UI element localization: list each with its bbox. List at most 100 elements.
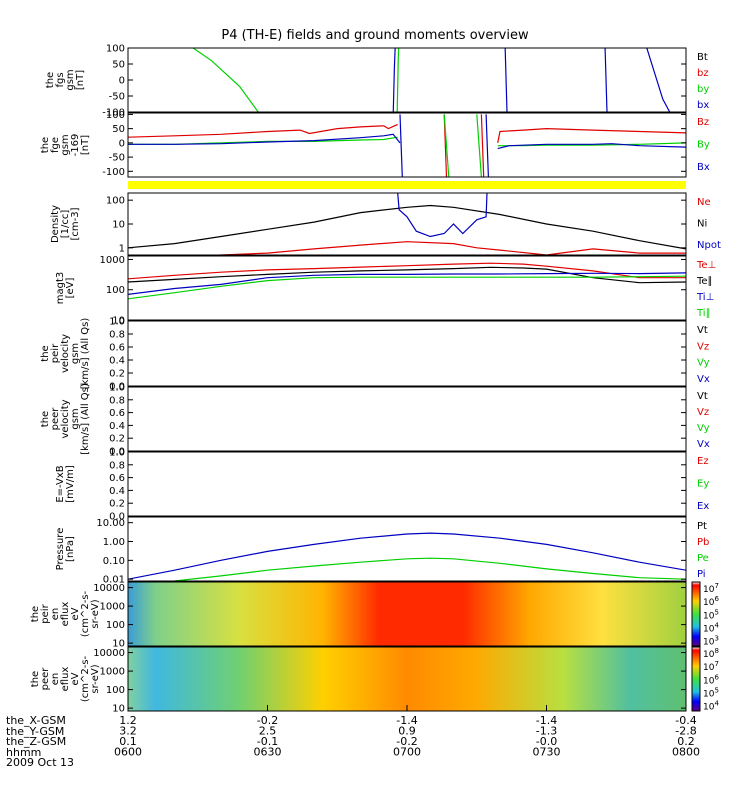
legend-label: Vx <box>697 439 710 450</box>
y-axis-label: [cm-3] <box>70 207 81 240</box>
legend-label: Bz <box>697 117 709 128</box>
y-tick-label: 50 <box>112 60 125 71</box>
y-tick-label: 10000 <box>93 583 125 594</box>
y-axis-label: sr-eV) <box>90 599 101 628</box>
y-tick-label: 0.6 <box>109 473 125 484</box>
xaxis-row-label: the_Y-GSM <box>6 724 65 738</box>
y-axis-label: (cm^2-s- <box>80 655 91 702</box>
y-tick-label: 0.0 <box>109 512 125 523</box>
y-tick-label: 0.8 <box>109 460 125 471</box>
colorbar-tick-label: 105 <box>703 687 719 700</box>
legend-label: Ez <box>697 456 709 467</box>
y-tick-label: 1.0 <box>109 317 125 328</box>
y-axis-label: [1/cc] <box>60 210 71 239</box>
y-tick-label: 100 <box>106 44 125 55</box>
y-axis-label: the <box>40 411 51 427</box>
y-axis-label: en <box>50 673 61 686</box>
y-axis-label: the <box>30 606 41 622</box>
x-axis-value: 0700 <box>393 746 421 759</box>
x-axis-value: -0.4 <box>675 714 696 727</box>
y-tick-label: 0.4 <box>109 421 125 432</box>
colorbar-tick-label: 103 <box>703 635 719 648</box>
y-axis-label: [nPa] <box>65 536 76 562</box>
y-tick-label: -100 <box>102 108 125 119</box>
y-axis-label: the <box>40 345 51 361</box>
series-line <box>480 114 485 177</box>
y-axis-label: eflux <box>60 667 71 692</box>
legend-label: Ni <box>697 219 707 230</box>
series-line <box>390 48 396 112</box>
y-tick-label: 1.0 <box>109 383 125 394</box>
x-axis-value: -1.4 <box>536 714 557 727</box>
series-line <box>397 193 488 238</box>
legend-label: bx <box>697 100 709 111</box>
x-axis-value: 0630 <box>254 746 282 759</box>
legend-label: Vz <box>697 407 709 418</box>
y-axis-label: [mV/m] <box>65 465 76 503</box>
legend-label: Vx <box>697 374 710 385</box>
y-tick-label: 100 <box>106 685 125 696</box>
y-tick-label: 10.00 <box>96 518 125 529</box>
y-tick-label: 0.6 <box>109 343 125 354</box>
colorbar-tick-label: 106 <box>703 673 719 686</box>
series-line <box>485 114 489 177</box>
x-axis-value: 0.1 <box>119 735 137 748</box>
x-axis-value: -0.2 <box>257 714 278 727</box>
y-tick-label: 50 <box>112 124 125 135</box>
y-tick-label: 0.10 <box>103 556 125 567</box>
colorbar <box>691 581 701 647</box>
heatmap-fill <box>128 647 686 711</box>
y-tick-label: 0.2 <box>109 434 125 445</box>
panel-frame <box>127 255 687 321</box>
y-axis-label: eV <box>70 607 81 620</box>
legend-label: Bt <box>697 52 708 63</box>
legend-label: Ex <box>697 501 709 512</box>
y-axis-label: [eV] <box>65 278 76 299</box>
x-axis-value: -0.1 <box>257 735 278 748</box>
x-axis-value: -0.0 <box>536 735 557 748</box>
series-line <box>646 48 671 112</box>
colorbar <box>691 646 701 712</box>
series-line <box>497 143 686 150</box>
y-tick-label: 0.4 <box>109 356 125 367</box>
legend-label: Vz <box>697 341 709 352</box>
xaxis-row-labels: the_X-GSM the_Y-GSM the_Z-GSM hhmm 2009 … <box>6 714 74 769</box>
y-axis-label: -169 <box>70 134 81 157</box>
x-axis-value: -2.8 <box>675 725 696 738</box>
y-axis-label: [km/s] (All Qs) <box>80 318 91 390</box>
xaxis-row-label: the_Z-GSM <box>6 735 67 748</box>
x-axis-value: 0800 <box>672 746 700 759</box>
flag-bar <box>128 181 686 189</box>
figure-title: P4 (TH-E) fields and ground moments over… <box>221 28 529 43</box>
legend-label: Vt <box>697 391 708 402</box>
xaxis-row-label: the_X-GSM <box>6 714 66 727</box>
series-line <box>476 114 482 177</box>
x-axis-value: 0730 <box>533 746 561 759</box>
y-axis-label: [nT] <box>80 135 91 155</box>
x-axis-value: -1.3 <box>536 725 557 738</box>
panel-frame <box>127 516 687 582</box>
y-tick-label: 100 <box>106 285 125 296</box>
y-tick-label: -50 <box>109 153 125 164</box>
y-tick-label: 10 <box>112 639 125 650</box>
y-axis-label: magt3 <box>55 272 66 305</box>
y-axis-label: (cm^2-s- <box>80 590 91 637</box>
series-line <box>128 204 686 250</box>
y-tick-label: 100 <box>106 620 125 631</box>
y-tick-label: 0.6 <box>109 408 125 419</box>
series-line <box>128 275 686 300</box>
x-axis-value: -1.4 <box>396 714 417 727</box>
y-axis-label: velocity <box>60 399 71 438</box>
series-line <box>396 48 400 112</box>
x-axis-value: 0.2 <box>677 735 695 748</box>
legend-label: Pb <box>697 537 709 548</box>
colorbar-tick-label: 104 <box>703 622 719 635</box>
series-line <box>167 557 686 581</box>
legend-label: Bx <box>697 162 710 173</box>
legend-label: Vy <box>697 423 710 434</box>
panel-frame <box>127 112 687 178</box>
y-axis-label: peer <box>40 667 51 691</box>
y-tick-label: 10 <box>112 220 125 231</box>
y-tick-label: 100 <box>106 110 125 121</box>
y-axis-label: eflux <box>60 602 71 627</box>
